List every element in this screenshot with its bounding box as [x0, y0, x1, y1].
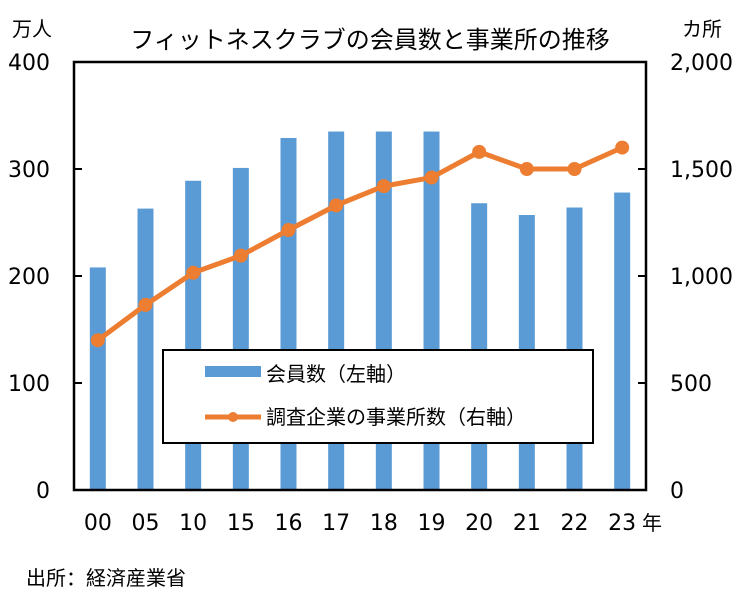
- line-point-15: [233, 248, 248, 263]
- x-tick-label: 21: [513, 511, 541, 536]
- right-tick-label: 1,500: [670, 158, 733, 183]
- line-point-16: [281, 222, 296, 237]
- line-point-22: [567, 162, 582, 176]
- x-tick-label: 16: [275, 511, 303, 536]
- x-tick-label: 18: [370, 511, 398, 536]
- left-tick-label: 400: [8, 51, 50, 76]
- legend: 会員数（左軸） 調査企業の事業所数（右軸）: [162, 349, 594, 444]
- bar-05: [137, 208, 154, 490]
- left-tick-label: 200: [8, 265, 50, 290]
- facilities-line: [96, 145, 624, 343]
- line-point-20: [472, 144, 487, 159]
- x-tick-label: 20: [465, 511, 493, 536]
- left-tick-label: 300: [8, 158, 50, 183]
- line-point-05: [138, 297, 153, 312]
- bar-20: [471, 203, 488, 491]
- line-point-17: [329, 198, 344, 213]
- right-tick-label: 0: [670, 479, 684, 504]
- source-note: 出所：経済産業省: [26, 566, 186, 590]
- bar-00: [89, 267, 106, 490]
- legend-box: [162, 349, 594, 444]
- legend-bar-swatch: [205, 366, 261, 377]
- bar-22: [566, 207, 583, 490]
- line-point-21: [519, 162, 534, 176]
- line-point-19: [424, 170, 439, 185]
- legend-label-members: 会員数（左軸）: [266, 362, 406, 386]
- x-tick-label: 23: [608, 511, 636, 536]
- line-point-18: [376, 179, 391, 194]
- right-tick-label: 1,000: [670, 265, 733, 290]
- chart-title: フィットネスクラブの会員数と事業所の推移: [130, 26, 610, 54]
- right-axis-unit: カ所: [682, 17, 722, 41]
- x-tick-label: 00: [84, 511, 112, 536]
- x-tick-label: 19: [418, 511, 446, 536]
- x-tick-label: 15: [227, 511, 255, 536]
- left-tick-label: 0: [36, 479, 50, 504]
- x-tick-label: 10: [179, 511, 207, 536]
- left-tick-label: 100: [8, 372, 50, 397]
- line-point-10: [186, 265, 201, 280]
- legend-line-marker: [228, 412, 238, 422]
- x-tick-label: 05: [132, 511, 160, 536]
- line-point-00: [90, 333, 105, 348]
- x-tick-label: 22: [561, 511, 589, 536]
- right-tick-label: 500: [670, 372, 712, 397]
- x-axis-unit: 年: [642, 511, 662, 535]
- x-tick-label: 17: [322, 511, 350, 536]
- right-tick-label: 2,000: [670, 51, 733, 76]
- left-axis-unit: 万人: [12, 17, 52, 41]
- legend-label-facilities: 調査企業の事業所数（右軸）: [266, 405, 526, 429]
- bar-23: [614, 192, 631, 491]
- line-point-23: [615, 140, 630, 155]
